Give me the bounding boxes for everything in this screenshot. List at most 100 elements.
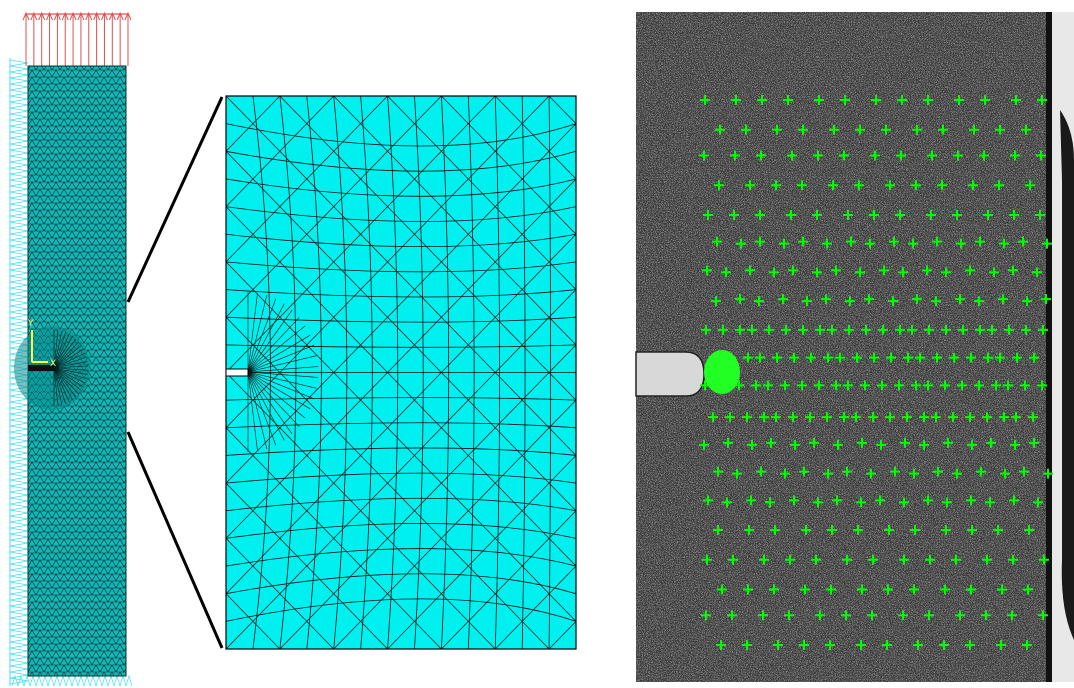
mesh-diagonal xyxy=(279,234,308,263)
dic-marker xyxy=(955,610,965,621)
mesh-col-line xyxy=(252,95,271,650)
mesh-diagonal xyxy=(414,151,442,180)
dic-marker xyxy=(958,324,968,335)
mesh-diagonal xyxy=(333,234,361,263)
dic-marker xyxy=(1012,352,1022,363)
dic-marker xyxy=(1018,236,1028,247)
dic-marker xyxy=(1039,554,1049,565)
mesh-row-line xyxy=(225,447,577,456)
support-symbol xyxy=(9,437,29,445)
mesh-diagonal xyxy=(521,178,550,207)
dic-marker xyxy=(731,95,741,105)
dic-marker xyxy=(846,236,856,247)
dic-marker xyxy=(1011,95,1021,105)
mesh-diagonal xyxy=(252,234,281,263)
load-arrow-head xyxy=(124,11,132,21)
mesh-diagonal xyxy=(279,344,308,373)
support-symbol xyxy=(9,431,29,439)
mesh-diagonal xyxy=(333,206,361,235)
dic-marker xyxy=(827,324,837,335)
dic-marker xyxy=(828,180,838,191)
mesh-diagonal xyxy=(225,123,254,152)
mesh-diagonal xyxy=(414,178,442,207)
dic-marker xyxy=(910,525,920,536)
support-symbol xyxy=(9,221,29,229)
dic-marker xyxy=(923,495,933,506)
dic-marker xyxy=(883,584,893,595)
dic-marker xyxy=(898,267,908,278)
dic-marker xyxy=(869,352,879,363)
mesh-diagonal xyxy=(494,151,523,180)
mesh-row-line xyxy=(225,472,577,484)
dic-marker xyxy=(745,180,755,191)
dic-marker xyxy=(965,640,975,650)
dic-marker xyxy=(923,380,933,391)
dic-marker xyxy=(1038,610,1048,621)
mesh-diagonal xyxy=(548,261,577,290)
mesh-diagonal xyxy=(306,151,334,180)
dic-marker xyxy=(725,412,735,423)
dic-marker xyxy=(746,495,756,506)
dic-marker xyxy=(771,180,781,191)
support-symbol xyxy=(9,143,29,151)
mesh-diagonal xyxy=(521,399,550,429)
support-symbol xyxy=(9,191,29,199)
dic-marker xyxy=(717,584,727,595)
dic-marker xyxy=(878,324,888,335)
dic-marker xyxy=(1025,180,1035,191)
dic-marker xyxy=(902,412,912,423)
mesh-diagonal xyxy=(387,399,415,429)
dic-marker xyxy=(995,352,1005,363)
dic-marker xyxy=(751,380,761,391)
support-symbol xyxy=(9,119,29,127)
mesh-diagonal xyxy=(279,482,308,511)
dic-marker xyxy=(842,554,852,565)
support-symbol xyxy=(9,323,29,331)
support-symbol xyxy=(9,425,29,433)
dic-marker xyxy=(1033,497,1043,508)
mesh-diagonal xyxy=(414,455,442,484)
load-arrow-head xyxy=(46,11,53,21)
dic-marker xyxy=(747,324,757,335)
dic-marker xyxy=(822,238,832,249)
mesh-col-line xyxy=(440,95,450,650)
dic-marker xyxy=(856,497,866,508)
dic-marker xyxy=(823,352,833,363)
dic-marker xyxy=(831,380,841,391)
mesh-diagonal xyxy=(441,261,469,290)
mesh-diagonal xyxy=(252,206,281,235)
dic-marker xyxy=(919,412,929,423)
mesh-diagonal xyxy=(387,289,415,318)
mesh-diagonal xyxy=(360,289,388,318)
support-symbol-bottom xyxy=(119,674,127,687)
mesh-diagonal xyxy=(521,427,550,456)
support-symbol xyxy=(9,515,29,523)
dic-marker xyxy=(840,95,850,105)
load-arrow-head xyxy=(22,11,30,21)
mesh-diagonal xyxy=(306,482,334,511)
dic-marker xyxy=(764,324,774,335)
dic-marker xyxy=(735,324,745,335)
axis-x-label: X xyxy=(50,359,56,369)
mesh-col-line xyxy=(548,95,551,650)
dic-marker xyxy=(823,468,833,479)
dic-marker xyxy=(814,380,824,391)
photo-notch xyxy=(635,351,705,397)
support-symbol xyxy=(9,173,29,181)
mesh-diagonal xyxy=(441,123,469,152)
dic-marker xyxy=(909,584,919,595)
mesh-diagonal xyxy=(548,593,577,622)
dic-marker xyxy=(805,412,815,423)
mesh-diagonal xyxy=(225,372,254,401)
mesh-diagonal xyxy=(360,344,388,373)
support-symbol-bottom xyxy=(65,674,73,687)
mesh-diagonal xyxy=(360,95,388,124)
mesh-diagonal xyxy=(252,482,281,511)
mesh-diagonal xyxy=(387,455,415,484)
support-symbol xyxy=(9,503,29,511)
support-symbol xyxy=(9,77,29,85)
support-symbol xyxy=(9,167,29,175)
mesh-diagonal xyxy=(548,151,577,180)
support-symbol xyxy=(9,101,29,109)
mesh-diagonal xyxy=(252,261,281,290)
